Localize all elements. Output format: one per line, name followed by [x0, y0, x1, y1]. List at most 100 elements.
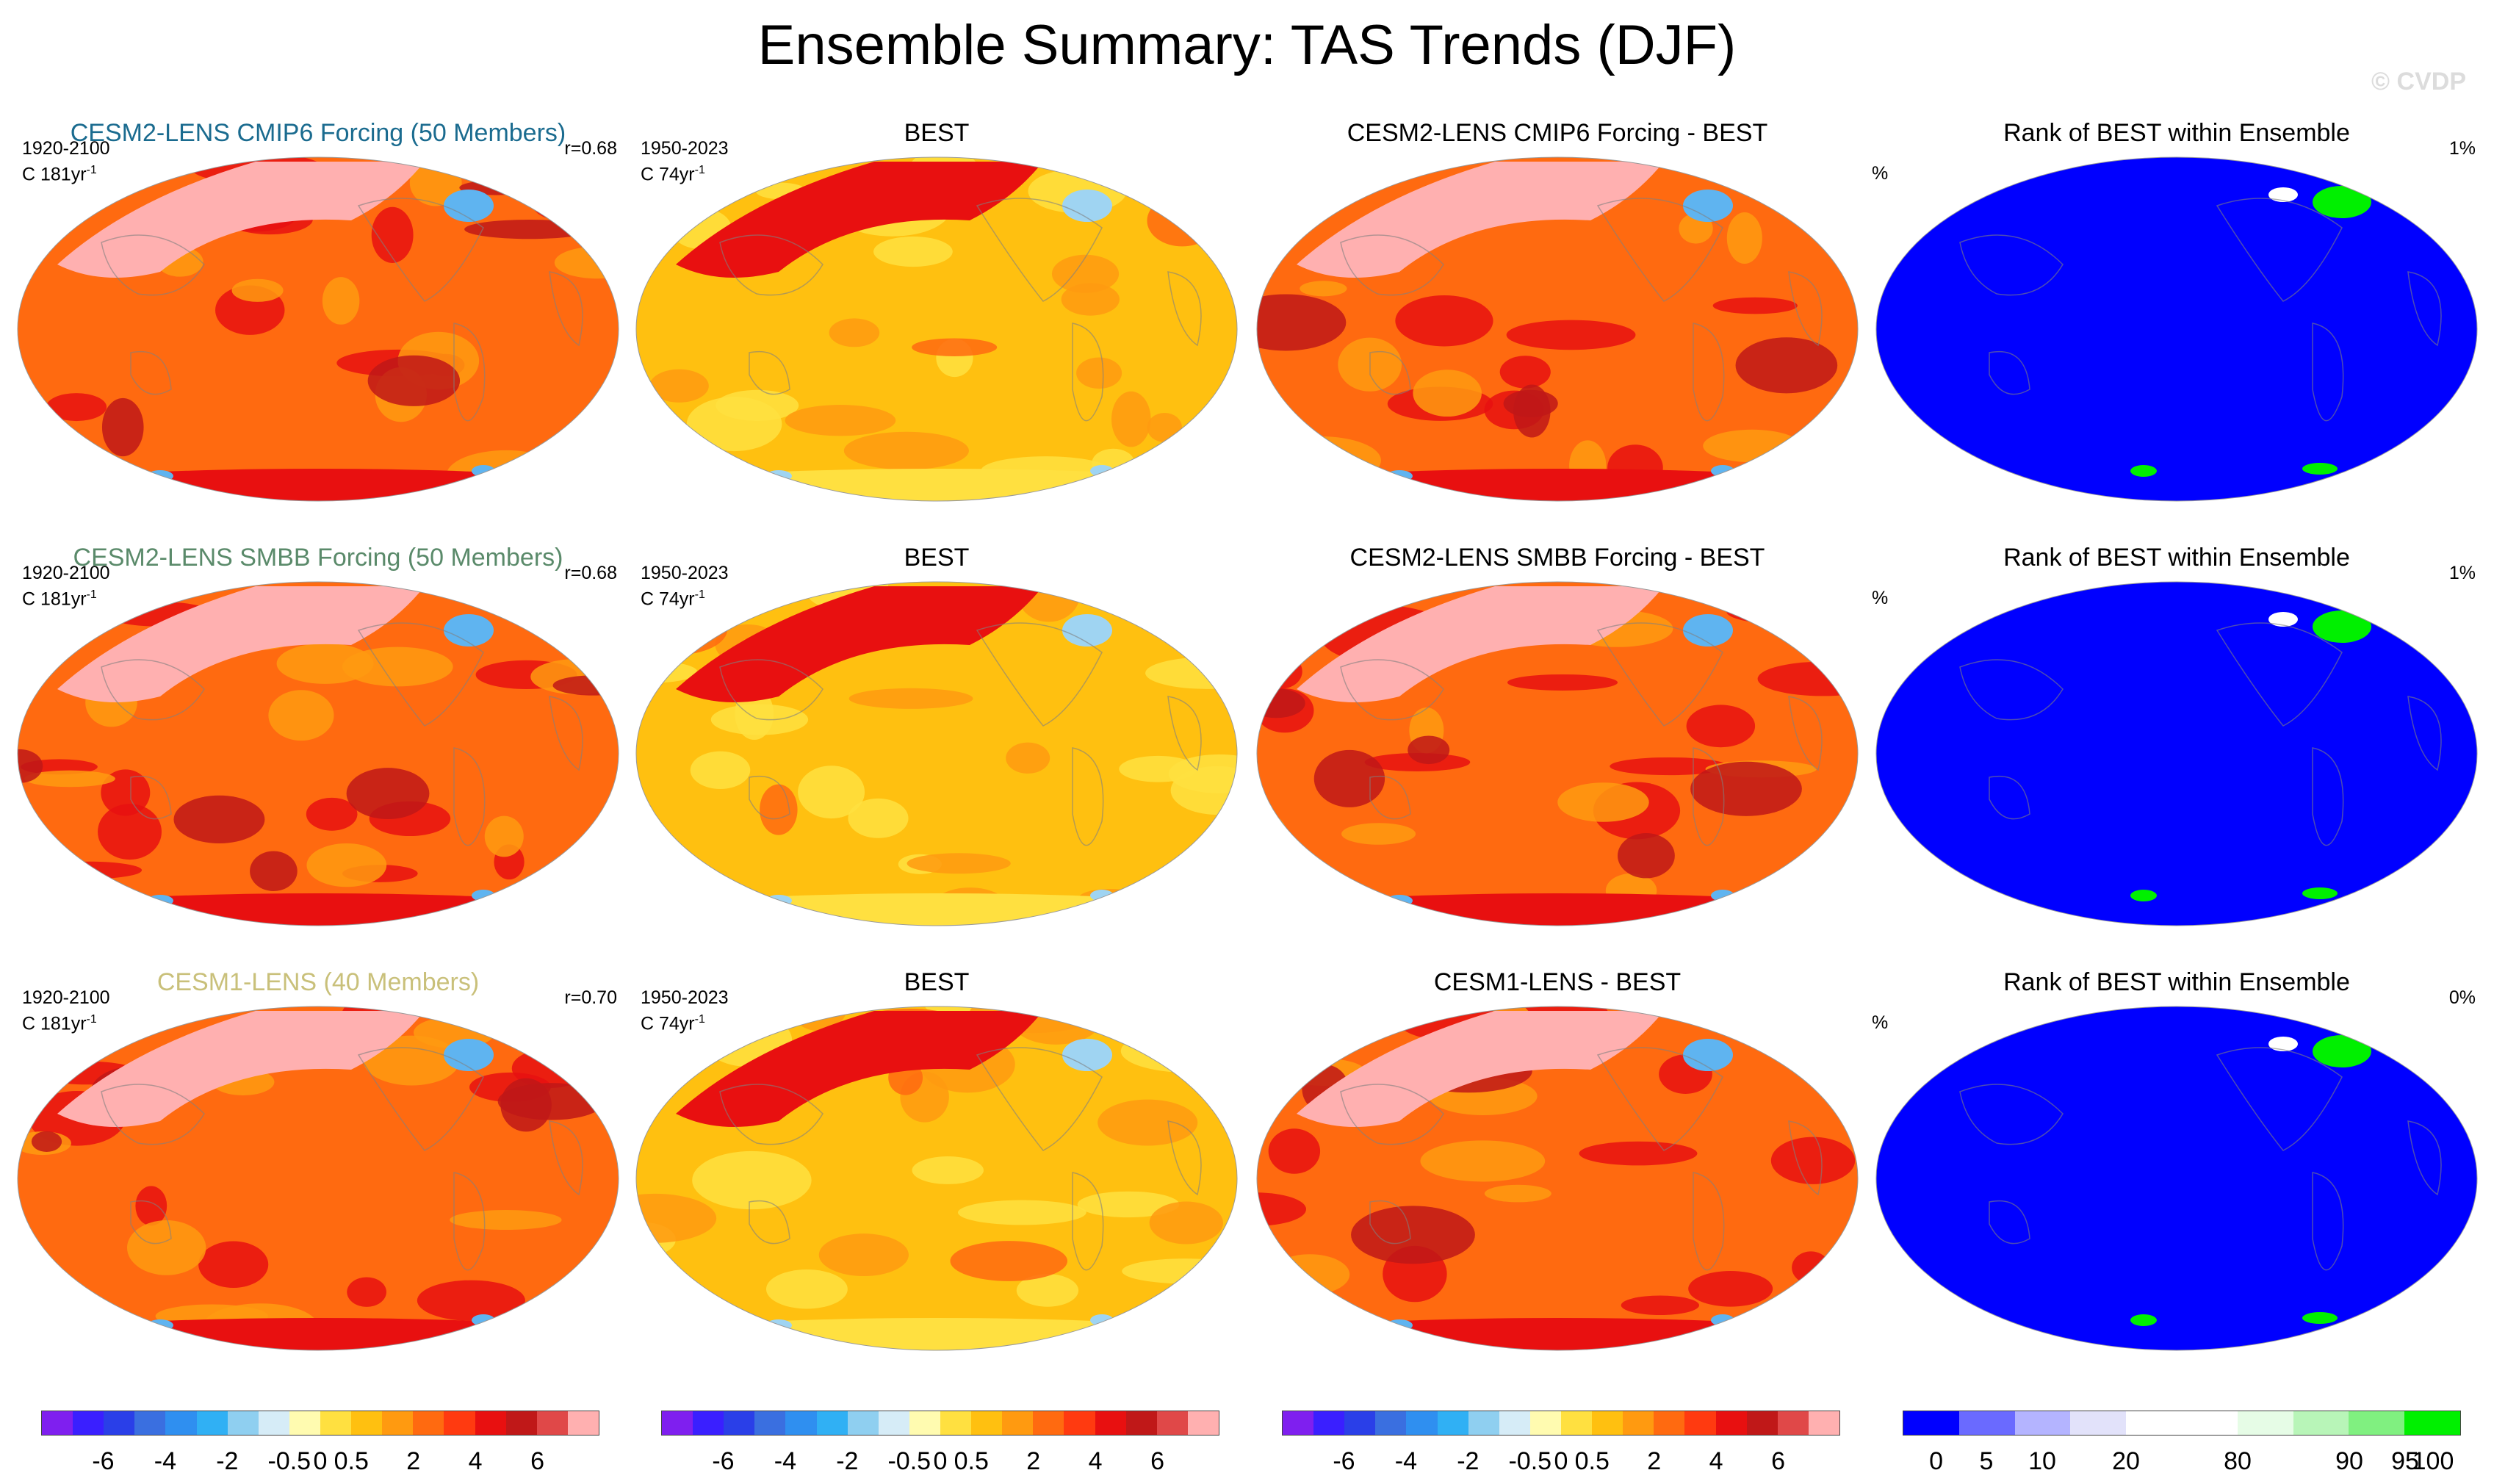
diff-r0-map — [1256, 156, 1859, 502]
colorbar-swatch — [1064, 1411, 1095, 1435]
panel-diff-row1: CESM2-LENS CMIP6 Forcing - BEST — [1253, 119, 1862, 516]
colorbar-label: 4 — [468, 1447, 483, 1475]
colorbar-swatch — [1560, 1411, 1593, 1435]
colorbar-swatch — [505, 1411, 537, 1435]
colorbar-swatch — [693, 1411, 724, 1435]
panel-title: CESM2-LENS CMIP6 Forcing - BEST — [1347, 119, 1768, 147]
rank-left-label: % — [1872, 588, 1889, 608]
panel-rank-row3: Rank of BEST within Ensemble% 0% — [1872, 968, 2482, 1365]
diff-r2-map — [1256, 1006, 1859, 1351]
panel-period-units: 1950-2023 C 74yr-1 — [641, 987, 729, 1034]
colorbar-swatches — [1903, 1411, 2461, 1436]
units-label: C 181yr-1 — [22, 1009, 110, 1034]
colorbar-label: -6 — [712, 1447, 735, 1475]
period-label: 1920-2100 — [22, 563, 110, 583]
panel-diff-row2: CESM2-LENS SMBB Forcing - BEST — [1253, 544, 1862, 940]
colorbar-swatch — [1777, 1411, 1809, 1435]
colorbar-swatch — [1808, 1411, 1839, 1435]
rank-colorbar: 0 5 10 20 80 90 95 100 — [1903, 1411, 2461, 1484]
colorbar-swatch — [320, 1411, 352, 1435]
panel-title: CESM2-LENS CMIP6 Forcing (50 Members) — [70, 119, 566, 147]
colorbar-swatch — [444, 1411, 475, 1435]
colorbar-swatch — [940, 1411, 972, 1435]
colorbar-swatch — [2181, 1411, 2238, 1435]
colorbar-swatch — [1437, 1411, 1468, 1435]
colorbar-swatch — [1715, 1411, 1747, 1435]
panel-period-units: 1920-2100 C 181yr-1 — [22, 987, 110, 1034]
colorbar-swatch — [1654, 1411, 1685, 1435]
colorbar-swatch — [909, 1411, 940, 1435]
obs-r1-map — [635, 581, 1238, 926]
units-label: C 181yr-1 — [22, 159, 110, 185]
colorbar-swatch — [351, 1411, 383, 1435]
colorbar-label: -0.5 — [267, 1447, 311, 1475]
rank-left-label: % — [1872, 1012, 1889, 1033]
colorbar-label: 0 — [1929, 1447, 1944, 1475]
period-label: 1950-2023 — [641, 563, 729, 583]
colorbar-swatch — [1958, 1411, 2015, 1435]
colorbar-label: 80 — [2224, 1447, 2252, 1475]
panel-title: BEST — [904, 544, 970, 572]
colorbar-swatch — [2404, 1411, 2460, 1435]
panel-obs-row1: BEST 1950-2023 C 74yr-1 — [632, 119, 1241, 516]
units-label: C 74yr-1 — [641, 584, 729, 610]
units-text: C 181yr — [22, 164, 87, 185]
obs-r0-map — [635, 156, 1238, 502]
period-label: 1920-2100 — [22, 987, 110, 1008]
colorbar-swatch — [536, 1411, 568, 1435]
panel-period-units: 1950-2023 C 74yr-1 — [641, 138, 729, 185]
period-label: 1950-2023 — [641, 987, 729, 1008]
colorbar-swatch — [1592, 1411, 1623, 1435]
rank-left-label: % — [1872, 163, 1889, 184]
units-exponent: -1 — [86, 1013, 97, 1026]
colorbar-swatch — [1344, 1411, 1376, 1435]
units-text: C 74yr — [641, 1013, 695, 1034]
colorbar-swatch — [42, 1411, 73, 1435]
colorbar-label: 10 — [2028, 1447, 2056, 1475]
colorbar-swatch — [1187, 1411, 1219, 1435]
colorbar-swatch — [382, 1411, 414, 1435]
colorbar-label: 90 — [2335, 1447, 2363, 1475]
rank-percent-label: 0% — [2448, 987, 2476, 1008]
panel-title: Rank of BEST within Ensemble — [2003, 544, 2350, 572]
colorbar-swatch — [1375, 1411, 1407, 1435]
colorbar-swatch — [2126, 1411, 2182, 1435]
colorbar-label: 2 — [406, 1447, 421, 1475]
pattern-correlation: r=0.70 — [564, 987, 617, 1008]
colorbar-swatch — [1746, 1411, 1778, 1435]
colorbar-label: -0.5 — [1508, 1447, 1552, 1475]
colorbar-label: 6 — [1771, 1447, 1786, 1475]
diff-r1-map — [1256, 581, 1859, 926]
panel-model-row2: CESM2-LENS SMBB Forcing (50 Members) 1920… — [13, 544, 623, 940]
colorbar-swatch — [2070, 1411, 2127, 1435]
colorbar-label: 0 — [313, 1447, 328, 1475]
colorbar-label: 4 — [1709, 1447, 1723, 1475]
colorbar-label: 0 — [933, 1447, 948, 1475]
colorbar-label: 6 — [530, 1447, 545, 1475]
colorbar-swatches — [661, 1411, 1219, 1436]
units-text: C 181yr — [22, 1013, 87, 1034]
colorbar-label: -4 — [1394, 1447, 1417, 1475]
units-text: C 181yr — [22, 588, 87, 610]
panel-title: BEST — [904, 119, 970, 147]
colorbar-swatch — [1903, 1411, 1959, 1435]
panel-title: CESM2-LENS SMBB Forcing (50 Members) — [73, 544, 563, 572]
colorbar-swatch — [258, 1411, 289, 1435]
panel-title: CESM1-LENS - BEST — [1433, 968, 1682, 996]
units-exponent: -1 — [86, 164, 97, 176]
colorbar-swatch — [104, 1411, 135, 1435]
colorbar-swatch — [724, 1411, 755, 1435]
panel-title: CESM2-LENS SMBB Forcing - BEST — [1349, 544, 1765, 572]
colorbar-label: 0.5 — [1574, 1447, 1610, 1475]
units-exponent: -1 — [694, 1013, 705, 1026]
colorbar-label: 2 — [1647, 1447, 1662, 1475]
colorbar-swatch — [1499, 1411, 1530, 1435]
rank-percent-label: 1% — [2448, 563, 2476, 583]
colorbar-swatch — [1283, 1411, 1314, 1435]
colorbar-label: 6 — [1150, 1447, 1165, 1475]
colorbar-swatch — [1095, 1411, 1126, 1435]
colorbar-swatch — [2014, 1411, 2071, 1435]
colorbar-swatch — [785, 1411, 817, 1435]
rank-r1-map — [1875, 581, 2478, 926]
colorbar-label: -6 — [1333, 1447, 1355, 1475]
